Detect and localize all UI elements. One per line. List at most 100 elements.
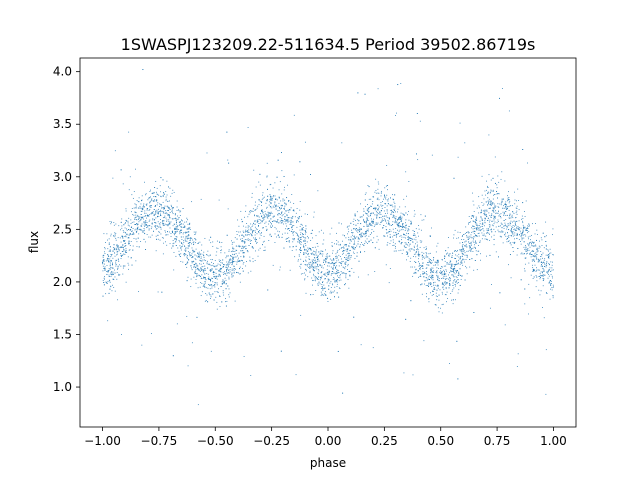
data-point: [125, 208, 127, 210]
data-point: [468, 216, 470, 217]
data-point: [472, 236, 474, 238]
data-point: [518, 209, 520, 211]
data-point: [545, 254, 547, 256]
data-point: [261, 204, 262, 206]
data-point: [191, 201, 193, 203]
data-point: [488, 174, 490, 176]
data-point: [268, 213, 270, 214]
data-point: [331, 283, 333, 285]
data-point: [233, 248, 235, 250]
data-point: [272, 225, 273, 227]
data-point: [228, 259, 230, 261]
data-point: [268, 216, 270, 217]
data-point: [533, 242, 535, 244]
data-point: [374, 191, 376, 193]
data-point: [405, 246, 407, 248]
data-point: [308, 262, 310, 264]
data-point: [311, 277, 313, 279]
data-point: [491, 210, 493, 212]
data-point: [176, 210, 178, 211]
data-point: [498, 225, 500, 227]
data-point: [166, 180, 168, 182]
data-point: [149, 200, 151, 202]
data-point: [155, 191, 157, 193]
data-point: [514, 223, 516, 225]
data-point: [258, 232, 260, 233]
data-point: [491, 220, 493, 222]
data-point: [532, 278, 534, 279]
data-point: [195, 263, 197, 265]
data-point: [256, 215, 258, 217]
data-point: [378, 199, 380, 201]
data-point: [354, 228, 356, 230]
data-point: [368, 241, 370, 243]
data-point: [435, 292, 437, 294]
data-point: [197, 269, 199, 271]
data-point: [240, 210, 242, 212]
data-point: [383, 210, 385, 212]
data-point: [548, 275, 550, 277]
data-point: [282, 220, 284, 222]
data-point: [267, 289, 269, 291]
data-point: [392, 228, 394, 230]
data-point: [134, 229, 136, 231]
data-point: [160, 177, 162, 179]
data-point: [482, 222, 484, 224]
data-point: [363, 208, 365, 210]
data-point: [401, 229, 403, 231]
data-point: [446, 282, 448, 284]
data-point: [126, 234, 128, 236]
data-point: [356, 255, 358, 257]
data-point: [251, 229, 253, 231]
data-point: [146, 208, 148, 210]
data-point: [323, 232, 324, 234]
data-point: [178, 229, 180, 230]
data-point: [378, 217, 380, 219]
data-point: [361, 242, 363, 244]
data-point: [275, 208, 277, 210]
data-point: [418, 270, 419, 272]
data-point: [207, 287, 209, 289]
data-point: [172, 213, 174, 215]
data-point: [358, 220, 360, 222]
data-point: [489, 221, 490, 223]
data-point: [274, 205, 276, 207]
data-point: [400, 217, 401, 219]
data-point: [139, 216, 141, 218]
data-point: [247, 225, 249, 227]
data-point: [454, 268, 456, 270]
data-point: [357, 231, 359, 233]
data-point: [454, 250, 456, 252]
data-point: [247, 227, 249, 229]
data-point: [279, 214, 281, 216]
data-point: [256, 242, 257, 244]
data-point: [280, 205, 282, 207]
data-point: [136, 224, 138, 226]
data-point: [219, 242, 221, 243]
data-point: [498, 206, 500, 208]
data-point: [538, 245, 540, 247]
data-point: [420, 214, 422, 216]
data-point: [243, 262, 245, 263]
data-point: [279, 207, 280, 209]
data-point: [330, 292, 332, 294]
data-point: [520, 279, 522, 281]
data-point: [423, 273, 425, 274]
data-point: [112, 273, 114, 275]
data-point: [449, 280, 451, 282]
data-point: [488, 198, 490, 200]
data-point: [186, 263, 188, 265]
data-point: [231, 276, 233, 278]
data-point: [326, 282, 328, 284]
data-point: [546, 293, 548, 294]
data-point: [231, 269, 233, 271]
data-point: [408, 245, 410, 247]
data-point: [121, 227, 123, 229]
data-point: [531, 241, 533, 243]
data-point: [166, 234, 167, 236]
data-point: [110, 286, 112, 288]
data-point: [274, 242, 276, 243]
data-point: [186, 237, 188, 239]
data-point: [245, 245, 247, 247]
data-point: [368, 186, 370, 188]
